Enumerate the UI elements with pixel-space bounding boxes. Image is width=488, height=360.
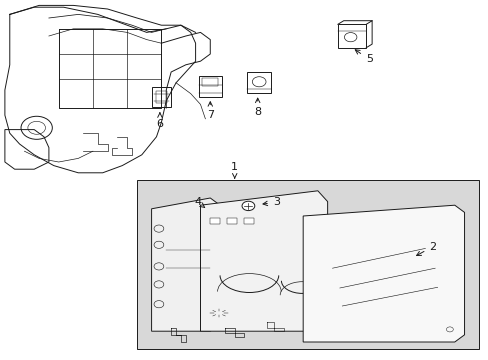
FancyBboxPatch shape — [151, 87, 171, 107]
FancyBboxPatch shape — [155, 91, 167, 103]
Text: 1: 1 — [231, 162, 238, 178]
FancyBboxPatch shape — [137, 180, 478, 349]
FancyBboxPatch shape — [244, 218, 254, 224]
Polygon shape — [200, 191, 327, 331]
Polygon shape — [151, 198, 220, 331]
FancyBboxPatch shape — [227, 218, 237, 224]
Text: 3: 3 — [263, 197, 279, 207]
FancyBboxPatch shape — [198, 76, 222, 97]
FancyBboxPatch shape — [210, 218, 220, 224]
Text: 7: 7 — [206, 102, 213, 120]
Text: 4: 4 — [194, 197, 204, 207]
Text: 8: 8 — [254, 98, 261, 117]
Text: 5: 5 — [354, 50, 372, 64]
FancyBboxPatch shape — [246, 72, 271, 93]
FancyBboxPatch shape — [337, 24, 366, 48]
Text: 6: 6 — [156, 113, 163, 129]
Text: 2: 2 — [416, 242, 435, 256]
Polygon shape — [303, 205, 464, 342]
FancyBboxPatch shape — [202, 78, 218, 86]
Circle shape — [242, 201, 254, 211]
